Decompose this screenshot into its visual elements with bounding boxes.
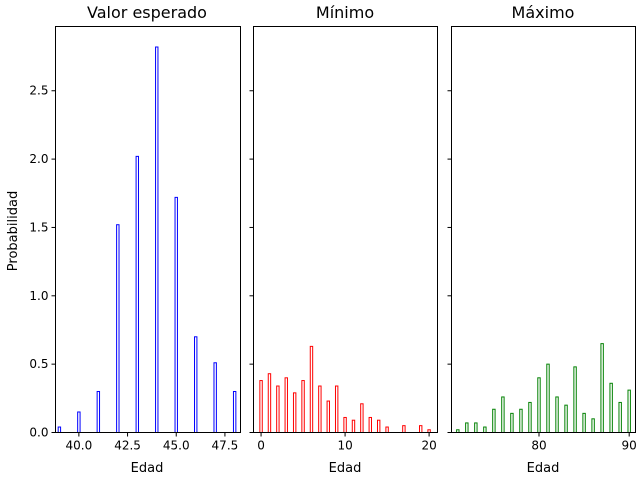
bar: [564, 404, 568, 434]
bar: [213, 362, 217, 433]
bar: [174, 196, 178, 433]
bar: [618, 401, 622, 433]
axes-frame: [55, 26, 241, 433]
x-tick-label: 20: [421, 439, 436, 453]
y-tick-label: 0.0: [29, 426, 48, 440]
bar: [326, 400, 330, 433]
bar: [267, 373, 272, 433]
x-tick-label: 45.0: [163, 439, 190, 453]
x-tick-label: 0: [257, 439, 265, 453]
x-axis-ticks: 80 90: [531, 432, 637, 453]
panel-title: Valor esperado: [87, 3, 207, 22]
x-tick-label: 10: [337, 439, 352, 453]
bar: [232, 390, 237, 433]
bar: [155, 46, 159, 433]
bar: [116, 224, 120, 433]
bar: [465, 422, 469, 433]
bar: [135, 155, 139, 433]
y-tick-label: 0.5: [29, 357, 48, 371]
bar: [609, 382, 613, 434]
bar: [276, 385, 280, 433]
x-axis-ticks: 40.0 42.5 45.0 47.5: [66, 432, 239, 453]
y-tick-label: 2.5: [29, 84, 48, 98]
bar: [368, 416, 372, 433]
bar: [627, 389, 631, 433]
bar: [528, 401, 532, 433]
panel-title: Mínimo: [316, 3, 374, 22]
x-tick-label: 47.5: [212, 439, 239, 453]
bar: [419, 425, 423, 434]
x-tick-label: 40.0: [66, 439, 93, 453]
axes-frame: [253, 26, 438, 433]
panel-maximo: Máximo 80 90 Edad: [447, 3, 637, 476]
bar: [510, 412, 514, 433]
bar: [546, 363, 550, 433]
y-axis-ticks: [447, 90, 452, 433]
x-axis-label: Edad: [527, 461, 560, 476]
y-axis-label: Probabilidad: [6, 191, 21, 271]
bar: [77, 411, 81, 433]
bar: [284, 377, 288, 434]
y-tick-label: 1.5: [29, 220, 48, 234]
y-axis-ticks: 0.0 0.5 1.0 1.5 2.0 2.5: [29, 84, 56, 440]
panel-valor-esperado: Valor esperado 40.0 42.5 45.0 47.5 0.0 0.5 1.…: [6, 3, 241, 476]
bar: [360, 403, 364, 434]
bar: [301, 380, 305, 433]
bar: [259, 380, 263, 433]
bar: [519, 408, 523, 434]
bar: [492, 408, 496, 434]
x-tick-label: 90: [622, 439, 637, 453]
bar: [573, 366, 577, 434]
x-tick-label: 80: [531, 439, 546, 453]
bar: [292, 392, 297, 433]
bar: [309, 345, 314, 434]
bar: [96, 390, 101, 433]
bar: [194, 336, 198, 433]
x-axis-label: Edad: [329, 461, 362, 476]
bar: [483, 426, 487, 433]
y-tick-label: 2.0: [29, 152, 48, 166]
bar: [600, 343, 604, 434]
bar: [582, 412, 586, 433]
bar: [376, 419, 381, 434]
bar: [57, 426, 62, 433]
bar: [318, 385, 322, 433]
y-tick-label: 1.0: [29, 289, 48, 303]
bar: [501, 396, 505, 433]
bar: [334, 385, 339, 433]
bar: [474, 422, 478, 433]
x-axis-ticks: 0 10 20: [257, 432, 437, 453]
bar: [385, 426, 389, 433]
panel-title: Máximo: [512, 3, 575, 22]
panel-minimo: Mínimo 0 10 20 Edad: [249, 3, 438, 476]
bar: [591, 418, 595, 433]
y-axis-ticks: [249, 90, 254, 433]
axes-frame: [451, 26, 636, 433]
bar: [343, 416, 347, 433]
x-axis-label: Edad: [131, 461, 164, 476]
bar-series: [259, 345, 431, 434]
bar: [402, 425, 406, 434]
bar: [555, 396, 559, 433]
bar: [351, 419, 356, 434]
bar: [537, 377, 541, 434]
x-tick-label: 42.5: [114, 439, 141, 453]
